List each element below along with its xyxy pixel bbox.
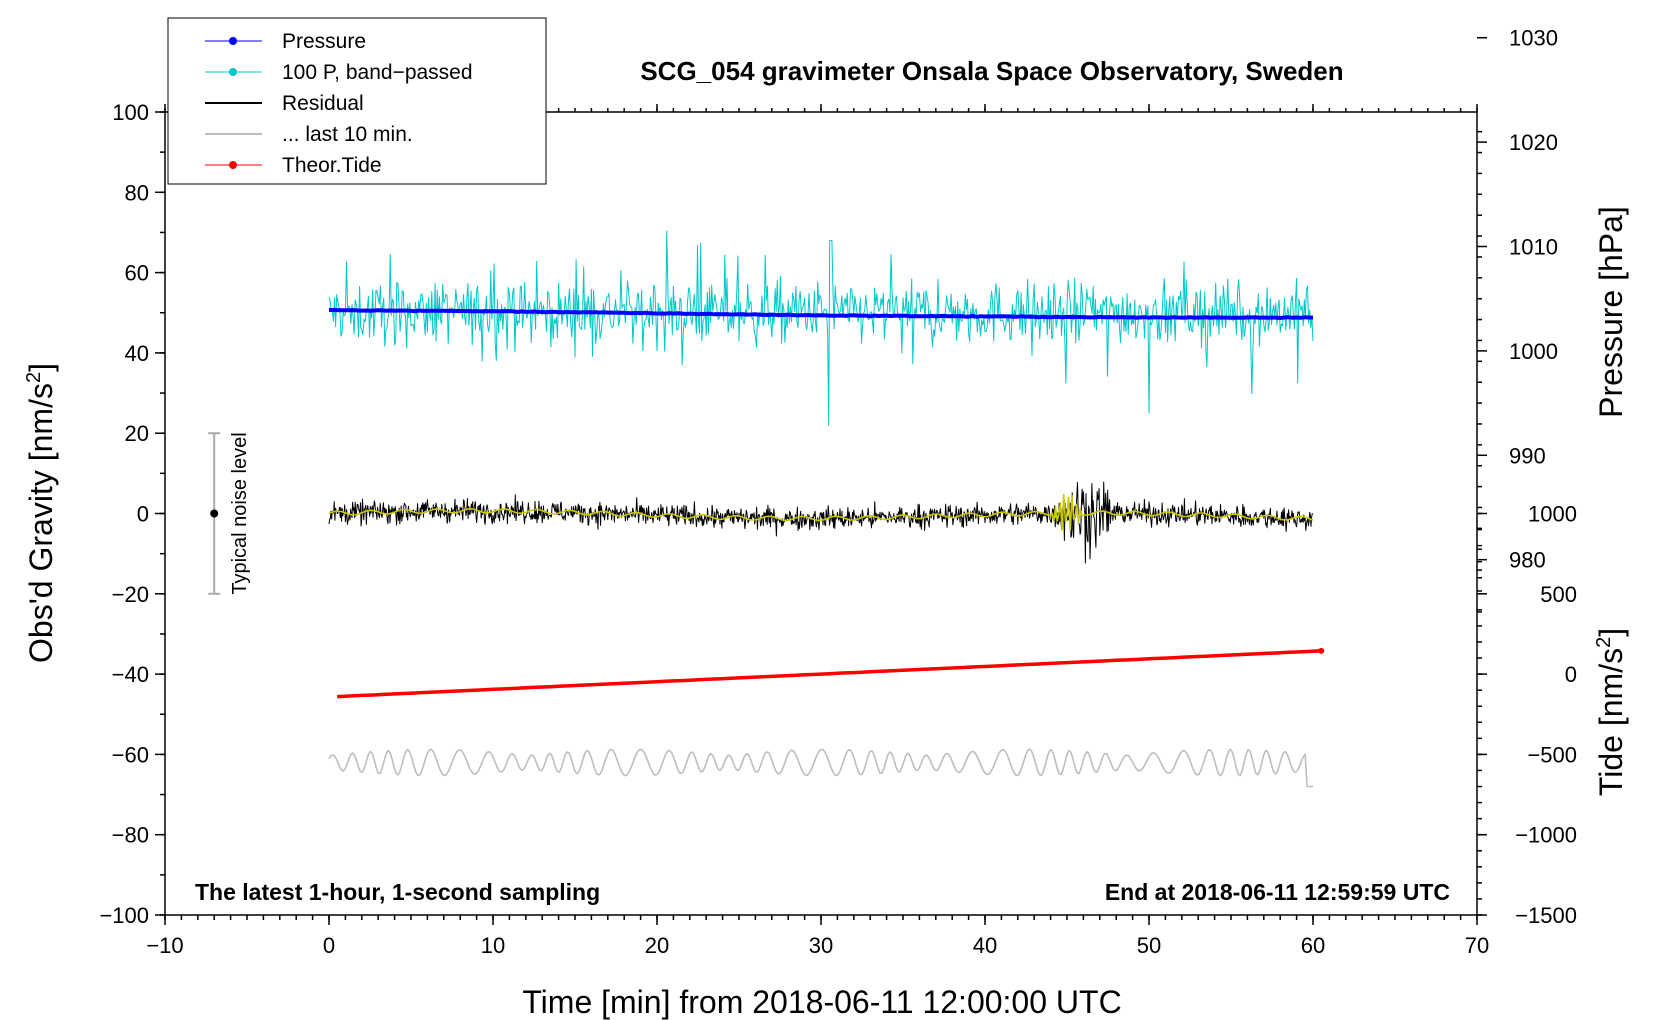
tide-axis-title-main: Tide [nm/s (1593, 648, 1629, 796)
x-tick-label: 30 (809, 933, 833, 958)
x-axis-ticks: −10 0 10 20 30 40 50 60 70 (146, 104, 1489, 958)
y-tick-label: 0 (137, 502, 149, 527)
x-tick-label: −10 (146, 933, 183, 958)
legend-label: Theor.Tide (282, 154, 382, 177)
x-tick-label: 70 (1465, 933, 1489, 958)
legend-label: 100 P, band−passed (282, 61, 473, 84)
y-tick-label: −60 (112, 742, 149, 767)
footer-left: The latest 1-hour, 1-second sampling (195, 879, 600, 905)
tide-axis-title: Tide [nm/s2] (1593, 628, 1629, 796)
y-tick-label: 20 (125, 421, 149, 446)
data-layer (328, 230, 1325, 788)
y-tick-label: 40 (125, 341, 149, 366)
tide-tick-label: 500 (1540, 582, 1577, 607)
pressure-tick-label: 990 (1509, 443, 1546, 468)
tide-axis-title-close: ] (1593, 628, 1629, 637)
y-axis-title: Obs'd Gravity [nm/s2] (23, 363, 59, 663)
tide-tick-label: 0 (1565, 662, 1577, 687)
tide-end-point (1318, 647, 1325, 654)
x-tick-label: 60 (1301, 933, 1325, 958)
last-10-min-series (328, 748, 1313, 788)
x-tick-label: 10 (481, 933, 505, 958)
y-tick-label: −20 (112, 582, 149, 607)
tide-tick-label: −500 (1527, 742, 1577, 767)
smoothed-residual-series (328, 493, 1314, 531)
tide-axis-ticks: −1500 −1000 −500 0 500 1000 (1477, 502, 1577, 928)
tide-series (337, 649, 1322, 699)
y-axis-ticks: −100 −80 −60 −40 −20 0 20 40 60 80 100 (99, 100, 165, 928)
y-axis-title-sup: 2 (23, 372, 45, 383)
pressure-tick-label: 980 (1509, 548, 1546, 573)
pressure-tick-label: 1010 (1509, 235, 1558, 260)
legend-marker (229, 68, 237, 76)
x-axis-title: Time [min] from 2018-06-11 12:00:00 UTC (522, 984, 1121, 1020)
noise-bar-center (210, 509, 219, 518)
footer-right: End at 2018-06-11 12:59:59 UTC (1105, 879, 1450, 905)
y-tick-label: −80 (112, 823, 149, 848)
y-axis-title-main: Obs'd Gravity [nm/s (23, 383, 59, 663)
legend-marker (229, 37, 237, 45)
tide-tick-label: 1000 (1528, 502, 1577, 527)
pressure-axis-ticks: 980 990 1000 1010 1020 1030 (1477, 26, 1558, 613)
bandpassed-pressure-series (328, 230, 1314, 426)
pressure-tick-label: 1030 (1509, 26, 1558, 51)
legend-marker (229, 161, 237, 169)
x-tick-label: 20 (645, 933, 669, 958)
noise-level-indicator: Typical noise level (208, 432, 251, 595)
legend-label: ... last 10 min. (282, 123, 413, 146)
y-axis-title-close: ] (23, 363, 59, 372)
y-tick-label: 80 (125, 180, 149, 205)
y-tick-label: −40 (112, 662, 149, 687)
legend: Pressure 100 P, band−passed Residual ... la… (167, 17, 547, 185)
chart-title: SCG_054 gravimeter Onsala Space Observat… (640, 56, 1343, 86)
tide-tick-label: −1500 (1515, 903, 1577, 928)
x-tick-label: 0 (323, 933, 335, 958)
tide-tick-label: −1000 (1515, 823, 1577, 848)
pressure-axis-title: Pressure [hPa] (1593, 206, 1629, 418)
tide-axis-title-sup: 2 (1593, 637, 1615, 648)
legend-label: Pressure (282, 30, 366, 53)
pressure-tick-label: 1020 (1509, 130, 1558, 155)
pressure-tick-label: 1000 (1509, 339, 1558, 364)
pressure-series (329, 308, 1314, 320)
y-tick-label: 60 (125, 261, 149, 286)
legend-box (167, 17, 547, 185)
legend-label: Residual (282, 92, 364, 115)
x-tick-label: 40 (973, 933, 997, 958)
residual-series (328, 481, 1314, 564)
y-tick-label: 100 (112, 100, 149, 125)
y-tick-label: −100 (99, 903, 149, 928)
noise-bar-label: Typical noise level (229, 432, 251, 594)
x-tick-label: 50 (1137, 933, 1161, 958)
